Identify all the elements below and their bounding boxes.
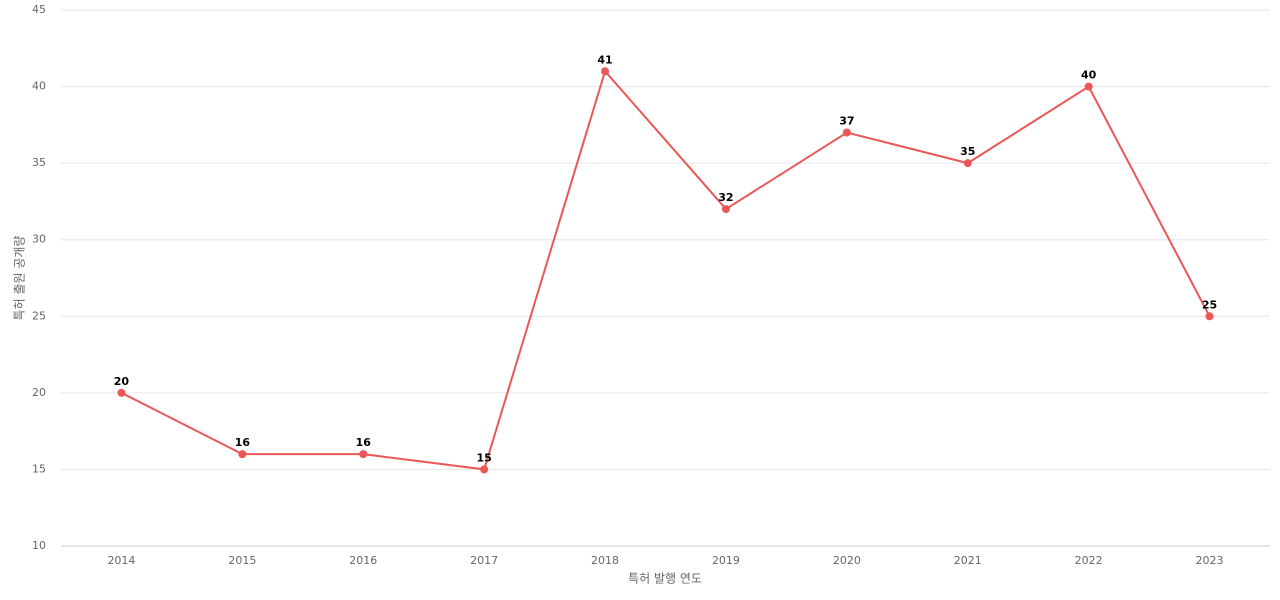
y-tick-label: 25: [32, 309, 46, 322]
x-axis-title: 특허 발행 연도: [628, 571, 702, 586]
point: [963, 159, 972, 168]
point: [601, 67, 610, 76]
line: [120, 69, 1211, 471]
x-tick-label: 2020: [833, 554, 861, 567]
point: [238, 450, 247, 459]
point: [359, 450, 368, 459]
x-tick-label: 2017: [470, 554, 498, 567]
y-tick-label: 40: [32, 80, 46, 93]
x-tick-label: 2019: [712, 554, 740, 567]
value-label: 16: [356, 436, 372, 449]
value-label: 16: [235, 436, 251, 449]
value-label: 32: [718, 191, 733, 204]
x-tick-label: 2014: [107, 554, 135, 567]
value-label: 15: [476, 451, 491, 464]
value-label: 25: [1202, 298, 1217, 311]
y-tick-label: 45: [32, 3, 46, 16]
point: [842, 128, 851, 137]
y-axis-title: 특허 출원 공개량: [13, 236, 27, 321]
value-label: 35: [960, 145, 975, 158]
value-label: 20: [114, 375, 130, 388]
point: [1205, 312, 1214, 321]
point: [117, 388, 126, 397]
y-tick-label: 15: [32, 462, 46, 475]
value-label: 40: [1081, 69, 1097, 82]
x-tick-label: 2023: [1196, 554, 1224, 567]
point: [1084, 82, 1093, 91]
y-tick-label: 10: [32, 539, 46, 552]
point: [480, 465, 489, 474]
y-tick-label: 30: [32, 233, 46, 246]
y-tick-label: 20: [32, 386, 46, 399]
value-label: 37: [839, 115, 854, 128]
x-tick-label: 2015: [228, 554, 256, 567]
value-label: 41: [597, 53, 612, 66]
y-tick-label: 35: [32, 156, 46, 169]
x-tick-label: 2018: [591, 554, 619, 567]
x-tick-label: 2016: [349, 554, 377, 567]
x-tick-label: 2021: [954, 554, 982, 567]
point: [721, 205, 730, 214]
x-tick-label: 2022: [1075, 554, 1103, 567]
